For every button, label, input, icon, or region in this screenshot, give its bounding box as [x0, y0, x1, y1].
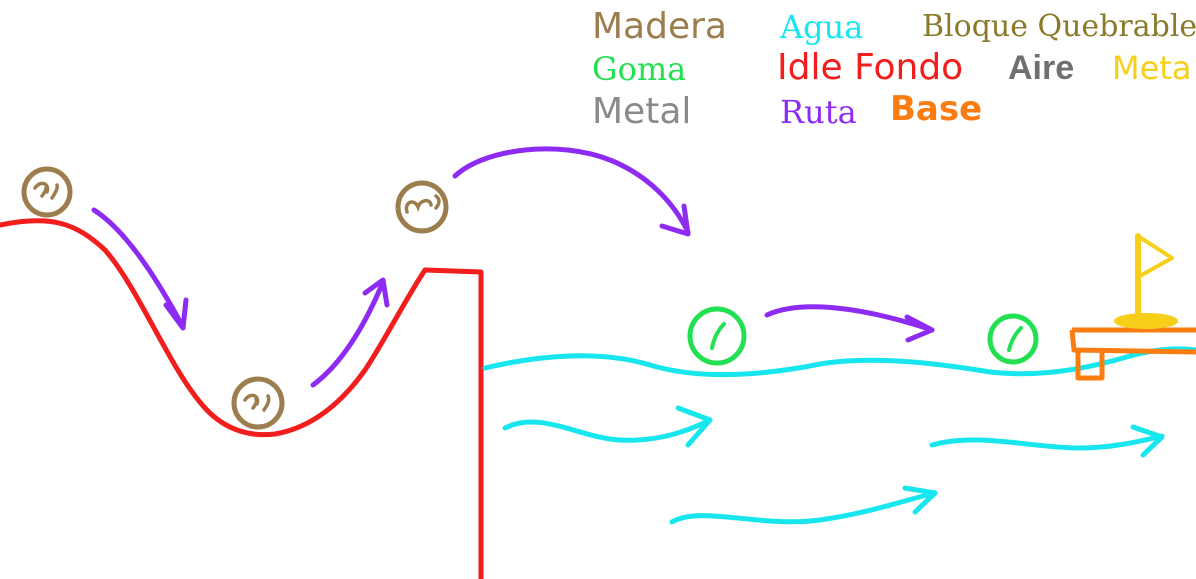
legend-base: Base [890, 89, 982, 129]
water-current-arrow [502, 405, 713, 448]
water-current-arrow [929, 424, 1165, 458]
legend-ruta: Ruta [780, 93, 857, 131]
goal-flag [1114, 233, 1178, 329]
legend-aire: Aire [1008, 49, 1074, 87]
legend-goma: Goma [592, 50, 686, 88]
legend-madera: Madera [592, 6, 727, 47]
legend-meta: Meta [1112, 49, 1191, 87]
rubber-ball [687, 306, 747, 366]
legend: Madera Agua Bloque Quebrable Goma Idle F… [592, 6, 1196, 132]
terrain-cliff [422, 267, 484, 579]
route-arrow [310, 277, 390, 388]
base-platform [1069, 327, 1196, 381]
wood-ball [21, 166, 73, 218]
route-arrow [91, 207, 189, 331]
wood-ball [231, 376, 285, 430]
route-arrow [452, 146, 691, 237]
wood-ball [395, 180, 449, 234]
water-surface [482, 346, 1196, 378]
rubber-ball [987, 313, 1039, 365]
legend-metal: Metal [592, 91, 691, 132]
legend-agua: Agua [779, 8, 863, 46]
route-arrow [764, 304, 935, 343]
terrain-hill-valley [0, 218, 428, 438]
water-current-arrow [669, 485, 938, 525]
legend-idle-fondo: Idle Fondo [777, 47, 963, 88]
legend-bloque-quebrable: Bloque Quebrable [922, 9, 1196, 44]
